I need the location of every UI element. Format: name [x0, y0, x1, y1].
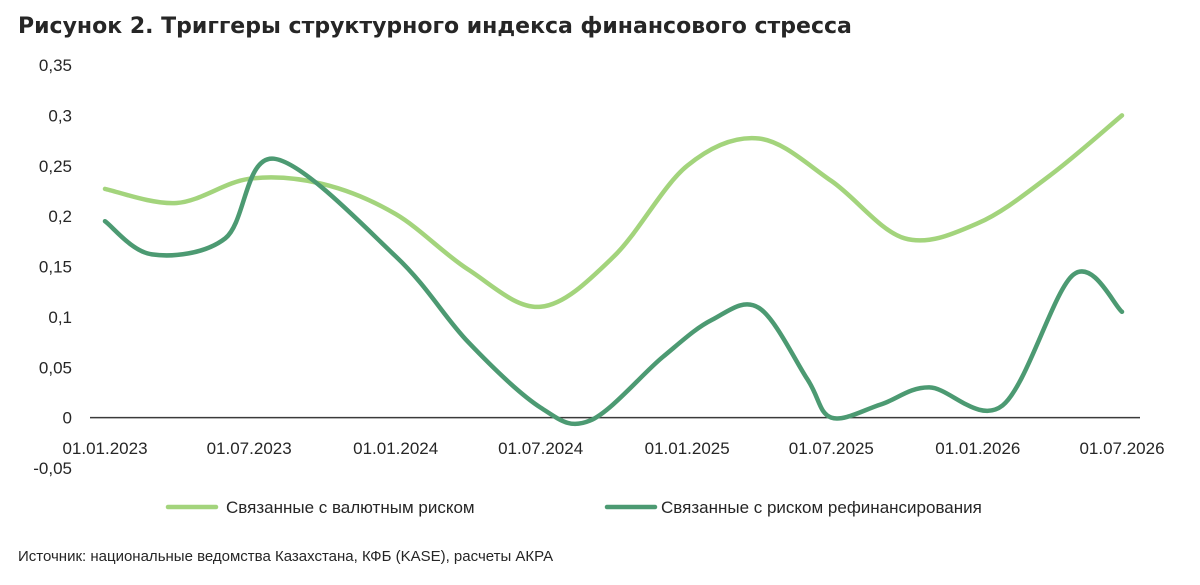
series-line-2 — [102, 156, 1125, 427]
y-tick-label: -0,05 — [33, 459, 72, 478]
x-tick-label: 01.07.2026 — [1079, 439, 1164, 458]
legend-label-1: Связанные с валютным риском — [226, 498, 475, 517]
y-tick-label: 0,1 — [48, 308, 72, 327]
x-tick-label: 01.01.2025 — [645, 439, 730, 458]
x-tick-label: 01.01.2024 — [353, 439, 438, 458]
x-tick-label: 01.07.2025 — [789, 439, 874, 458]
series-lines — [102, 113, 1125, 427]
x-axis-tick-labels: 01.01.2023 01.07.2023 01.01.2024 01.07.2024… — [62, 439, 1164, 458]
y-tick-label: 0,3 — [48, 106, 72, 125]
chart-title: Рисунок 2. Триггеры структурного индекса… — [18, 14, 852, 39]
y-tick-label: 0,2 — [48, 207, 72, 226]
y-tick-label: 0,15 — [39, 258, 72, 277]
y-tick-label: 0,25 — [39, 157, 72, 176]
y-tick-label: 0,05 — [39, 358, 72, 377]
y-tick-label: 0,35 — [39, 56, 72, 75]
x-tick-label: 01.01.2026 — [935, 439, 1020, 458]
source-note: Источник: национальные ведомства Казахст… — [18, 548, 554, 565]
x-tick-label: 01.07.2023 — [207, 439, 292, 458]
x-tick-label: 01.01.2023 — [62, 439, 147, 458]
legend-label-2: Связанные с риском рефинансирования — [661, 498, 982, 517]
y-tick-label: 0 — [63, 409, 72, 428]
x-tick-label: 01.07.2024 — [498, 439, 583, 458]
series-line-1 — [102, 113, 1125, 310]
legend: Связанные с валютным риском Связанные с р… — [165, 498, 982, 517]
y-axis-tick-labels: -0,05 0 0,05 0,1 0,15 0,2 0,25 0,3 0,35 — [33, 56, 72, 478]
